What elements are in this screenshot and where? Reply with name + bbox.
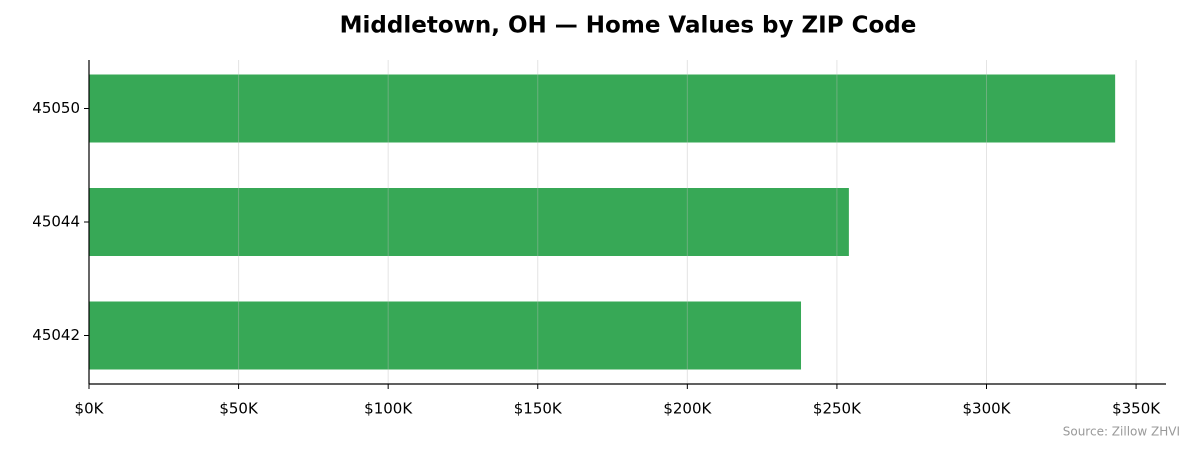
bar xyxy=(89,74,1116,143)
x-tick-label: $350K xyxy=(1112,400,1161,418)
x-tick-label: $0K xyxy=(75,400,105,418)
y-tick-label: 45042 xyxy=(32,326,80,344)
source-note: Source: Zillow ZHVI xyxy=(1063,425,1180,439)
chart-title: Middletown, OH — Home Values by ZIP Code xyxy=(340,13,917,39)
x-tick-label: $100K xyxy=(364,400,413,418)
x-tick-label: $50K xyxy=(219,400,259,418)
x-tick-label: $200K xyxy=(663,400,712,418)
x-tick-label: $250K xyxy=(813,400,862,418)
y-tick-label: 45050 xyxy=(32,99,80,117)
x-tick-label: $150K xyxy=(514,400,563,418)
bar xyxy=(89,188,849,256)
bar xyxy=(89,301,802,370)
x-tick-label: $300K xyxy=(962,400,1011,418)
y-tick-label: 45044 xyxy=(32,213,80,231)
